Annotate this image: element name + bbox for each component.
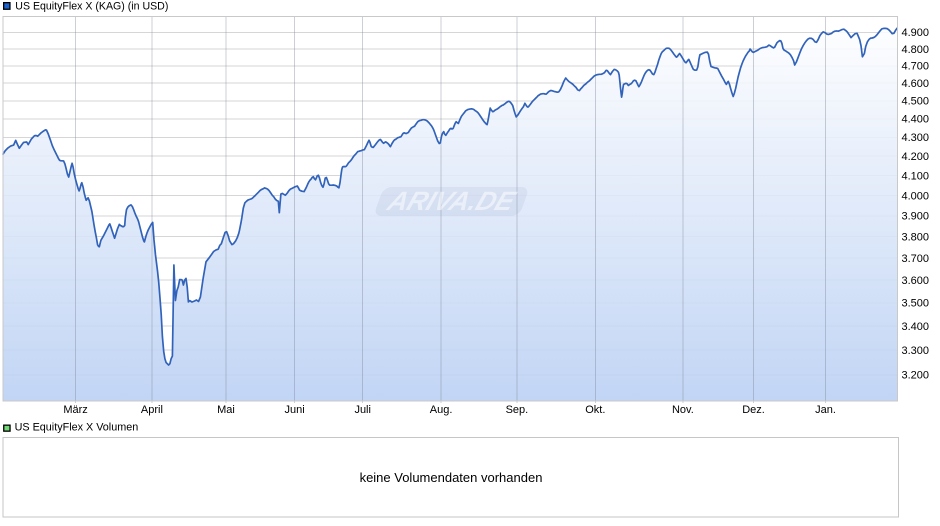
svg-text:Okt.: Okt. <box>585 404 605 416</box>
svg-text:Dez.: Dez. <box>742 404 765 416</box>
svg-text:Nov.: Nov. <box>672 404 694 416</box>
svg-text:4.500: 4.500 <box>902 96 930 108</box>
svg-text:3.900: 3.900 <box>902 211 930 223</box>
svg-text:keine Volumendaten vorhanden: keine Volumendaten vorhanden <box>360 470 543 485</box>
svg-text:3.800: 3.800 <box>902 232 930 244</box>
svg-text:4.300: 4.300 <box>902 132 930 144</box>
svg-text:ARIVA.DE: ARIVA.DE <box>383 186 520 216</box>
svg-text:3.600: 3.600 <box>902 275 930 287</box>
svg-text:März: März <box>63 404 87 416</box>
svg-text:US EquityFlex X Volumen: US EquityFlex X Volumen <box>15 422 139 434</box>
svg-text:3.500: 3.500 <box>902 298 930 310</box>
svg-text:3.300: 3.300 <box>902 345 930 357</box>
svg-text:Jan.: Jan. <box>815 404 836 416</box>
svg-text:3.200: 3.200 <box>902 370 930 382</box>
svg-text:Juli: Juli <box>354 404 371 416</box>
svg-text:Aug.: Aug. <box>430 404 453 416</box>
svg-text:4.700: 4.700 <box>902 61 930 73</box>
svg-text:4.600: 4.600 <box>902 78 930 90</box>
svg-text:Mai: Mai <box>217 404 235 416</box>
svg-text:Juni: Juni <box>285 404 305 416</box>
svg-text:4.400: 4.400 <box>902 114 930 126</box>
svg-text:April: April <box>141 404 163 416</box>
svg-text:3.700: 3.700 <box>902 253 930 265</box>
svg-text:4.800: 4.800 <box>902 44 930 56</box>
svg-text:US EquityFlex X (KAG) (in USD): US EquityFlex X (KAG) (in USD) <box>15 1 168 13</box>
svg-text:3.400: 3.400 <box>902 321 930 333</box>
svg-text:4.000: 4.000 <box>902 190 930 202</box>
svg-text:4.200: 4.200 <box>902 151 930 163</box>
svg-text:4.900: 4.900 <box>902 27 930 39</box>
svg-text:4.100: 4.100 <box>902 171 930 183</box>
svg-text:Sep.: Sep. <box>506 404 529 416</box>
